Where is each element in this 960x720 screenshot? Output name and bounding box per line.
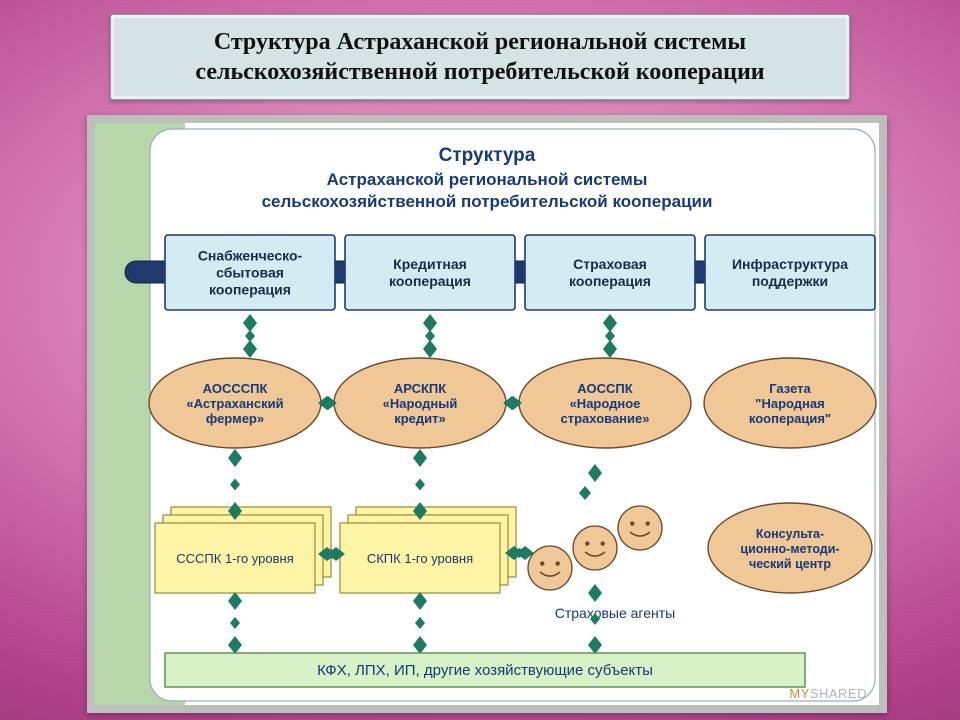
svg-text:«Народное: «Народное xyxy=(570,396,641,411)
watermark: MYSHARED xyxy=(789,686,867,701)
svg-text:КФХ, ЛПХ, ИП, другие хозяйству: КФХ, ЛПХ, ИП, другие хозяйствующие субъе… xyxy=(317,662,653,679)
diagram-svg-wrap: Структура Астраханской региональной систе… xyxy=(95,123,879,705)
svg-text:страхование»: страхование» xyxy=(561,411,650,426)
svg-text:Страховые агенты: Страховые агенты xyxy=(555,605,675,621)
watermark-suffix: SHARED xyxy=(810,686,867,701)
svg-text:"Народная: "Народная xyxy=(755,396,824,411)
svg-text:АОСССПК: АОСССПК xyxy=(203,381,268,396)
svg-text:кооперация: кооперация xyxy=(209,282,291,298)
svg-text:«Народный: «Народный xyxy=(383,396,458,411)
svg-text:«Астраханский: «Астраханский xyxy=(186,396,283,411)
svg-text:АРСКПК: АРСКПК xyxy=(394,381,446,396)
svg-text:Инфраструктура: Инфраструктура xyxy=(732,256,848,272)
svg-text:Газета: Газета xyxy=(769,381,811,396)
watermark-prefix: MY xyxy=(789,686,810,701)
outer-title-bar: Структура Астраханской региональной сист… xyxy=(110,14,850,100)
svg-text:поддержки: поддержки xyxy=(752,273,828,289)
svg-text:кооперация: кооперация xyxy=(569,273,651,289)
svg-text:кредит»: кредит» xyxy=(394,411,446,426)
svg-text:Кредитная: Кредитная xyxy=(393,256,467,272)
svg-text:Астраханской региональной сист: Астраханской региональной системы xyxy=(327,170,648,189)
svg-text:Структура: Структура xyxy=(439,145,536,166)
svg-text:ческий центр: ческий центр xyxy=(749,557,831,571)
outer-title: Структура Астраханской региональной сист… xyxy=(139,27,821,87)
diagram-frame: Структура Астраханской региональной систе… xyxy=(87,115,887,713)
svg-text:Консульта-: Консульта- xyxy=(756,527,824,541)
svg-text:СССПК 1-го уровня: СССПК 1-го уровня xyxy=(176,551,294,566)
svg-text:сбытовая: сбытовая xyxy=(216,265,284,281)
svg-text:кооперация": кооперация" xyxy=(749,411,831,426)
svg-text:Страховая: Страховая xyxy=(573,256,647,272)
svg-text:Снабженческо-: Снабженческо- xyxy=(198,248,303,264)
svg-text:АОССПК: АОССПК xyxy=(577,381,632,396)
svg-text:кооперация: кооперация xyxy=(389,273,471,289)
svg-text:сельскохозяйственной потребите: сельскохозяйственной потребительской коо… xyxy=(262,192,713,211)
svg-text:ционно-методи-: ционно-методи- xyxy=(740,542,839,556)
svg-text:фермер»: фермер» xyxy=(206,411,264,426)
svg-text:СКПК 1-го уровня: СКПК 1-го уровня xyxy=(367,551,473,566)
